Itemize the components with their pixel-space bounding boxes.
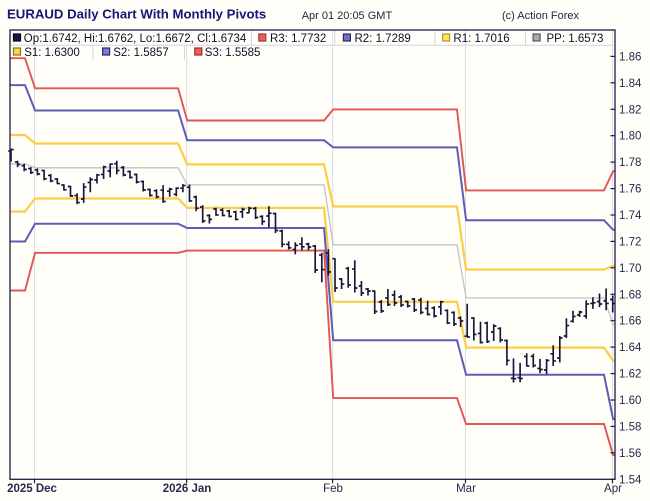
svg-text:Mar: Mar <box>456 483 476 495</box>
svg-text:R3: 1.7732: R3: 1.7732 <box>270 33 326 45</box>
svg-text:1.66: 1.66 <box>619 316 641 328</box>
svg-text:R1: 1.7016: R1: 1.7016 <box>453 33 509 45</box>
svg-text:EURAUD Daily Chart With Monthl: EURAUD Daily Chart With Monthly Pivots <box>7 6 266 21</box>
svg-text:1.80: 1.80 <box>619 131 641 143</box>
svg-text:1.72: 1.72 <box>619 236 641 248</box>
svg-text:Feb: Feb <box>323 483 343 495</box>
svg-text:1.78: 1.78 <box>619 157 641 169</box>
svg-text:1.76: 1.76 <box>619 184 641 196</box>
svg-text:1.84: 1.84 <box>619 78 642 90</box>
svg-text:Apr 01 20:05 GMT: Apr 01 20:05 GMT <box>302 10 393 22</box>
svg-text:1.82: 1.82 <box>619 104 641 116</box>
svg-text:(c) Action Forex: (c) Action Forex <box>502 10 580 22</box>
svg-text:S1: 1.6300: S1: 1.6300 <box>24 47 80 59</box>
svg-text:1.56: 1.56 <box>619 448 641 460</box>
svg-text:2026 Jan: 2026 Jan <box>163 483 212 495</box>
svg-text:Apr: Apr <box>604 483 622 495</box>
svg-text:Op:1.6742, Hi:1.6762, Lo:1.667: Op:1.6742, Hi:1.6762, Lo:1.6672, Cl:1.67… <box>24 33 247 45</box>
svg-text:1.64: 1.64 <box>619 342 642 354</box>
svg-text:1.68: 1.68 <box>619 289 641 301</box>
svg-text:1.70: 1.70 <box>619 263 641 275</box>
svg-text:1.62: 1.62 <box>619 369 641 381</box>
svg-text:1.60: 1.60 <box>619 395 641 407</box>
svg-text:PP: 1.6573: PP: 1.6573 <box>547 33 604 45</box>
svg-text:1.58: 1.58 <box>619 421 641 433</box>
svg-text:1.86: 1.86 <box>619 51 641 63</box>
svg-text:2025 Dec: 2025 Dec <box>7 483 57 495</box>
svg-text:S3: 1.5585: S3: 1.5585 <box>205 47 261 59</box>
svg-text:1.74: 1.74 <box>619 210 642 222</box>
svg-text:1.54: 1.54 <box>619 474 642 486</box>
svg-text:R2: 1.7289: R2: 1.7289 <box>355 33 411 45</box>
svg-text:S2: 1.5857: S2: 1.5857 <box>113 47 169 59</box>
